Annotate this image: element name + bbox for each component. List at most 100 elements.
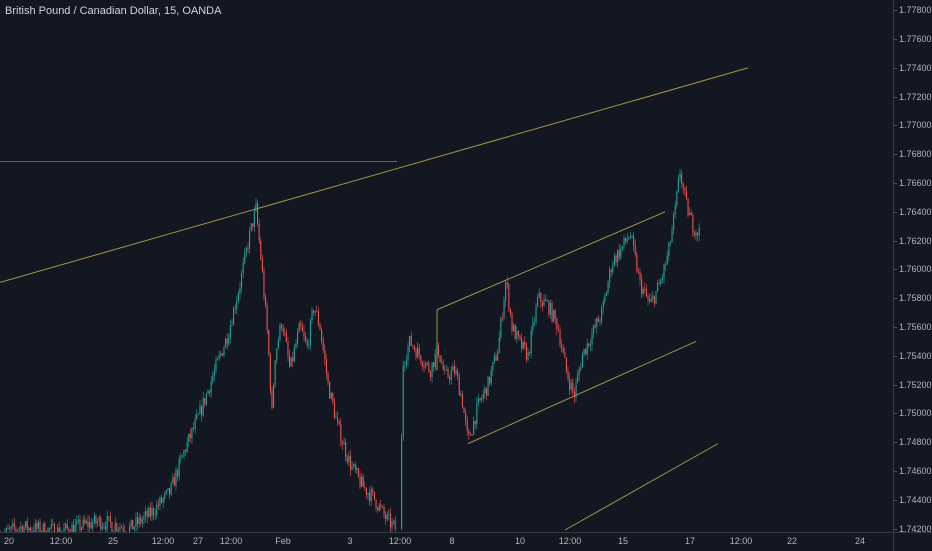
candle-body	[108, 516, 110, 517]
candle-body	[577, 374, 579, 383]
candle-body	[466, 420, 468, 431]
candle-body	[554, 310, 556, 319]
candle-body	[236, 301, 238, 310]
candle-body	[340, 424, 342, 444]
candle-body	[338, 420, 340, 425]
candle-body	[26, 521, 28, 531]
trendline[interactable]	[0, 67, 749, 283]
candle-body	[447, 369, 449, 378]
candle-body	[469, 434, 471, 436]
price-axis-label: 1.76000	[899, 264, 932, 275]
price-axis-tick	[894, 96, 897, 98]
candle-body	[391, 521, 393, 528]
candle-body	[269, 354, 271, 391]
time-axis[interactable]: 20 12:00 25 12:00 27 12:00 Feb 3 12:00 8 10 12:00 15…	[0, 532, 893, 551]
candle-body	[274, 360, 276, 386]
candle-body	[111, 522, 113, 532]
candle-body	[266, 305, 268, 331]
candle-body	[305, 336, 307, 342]
candle-body	[357, 468, 359, 477]
time-axis-label: 8	[449, 536, 455, 546]
candle-body	[137, 517, 139, 525]
candle-body	[623, 237, 625, 247]
candle-body	[87, 521, 89, 528]
price-axis-tick	[894, 67, 897, 69]
candle-body	[642, 289, 644, 295]
candle-body	[389, 513, 391, 528]
candle-body	[212, 376, 214, 382]
candle-body	[325, 359, 327, 374]
candle-body	[465, 412, 467, 421]
candle-body	[217, 358, 219, 361]
candle-body	[82, 519, 84, 528]
candle-body	[18, 528, 20, 531]
candle-body	[281, 324, 283, 328]
candle-body	[570, 382, 572, 390]
candle-body	[549, 302, 551, 315]
candle-body	[556, 318, 558, 330]
trendline[interactable]	[436, 211, 666, 311]
candle-body	[493, 355, 495, 362]
candle-body	[535, 306, 537, 322]
price-axis[interactable]: 1.77800 1.77600 1.77400 1.77200 1.77000 1.768…	[893, 0, 932, 534]
candle-body	[698, 228, 700, 236]
candle-body	[77, 519, 79, 522]
candle-body	[695, 232, 697, 236]
candle-body	[509, 308, 511, 314]
candle-body	[385, 514, 387, 520]
candle-body	[284, 332, 286, 334]
trendline[interactable]	[564, 443, 719, 531]
candle-body	[141, 519, 143, 524]
candle-body	[250, 223, 252, 231]
time-axis-label: 12:00	[558, 536, 582, 546]
candle-body	[289, 355, 291, 367]
candle-body	[665, 264, 667, 266]
price-axis-label: 1.77200	[899, 91, 932, 102]
candle-body	[132, 519, 134, 530]
candle-body	[561, 345, 563, 349]
candle-body	[545, 299, 547, 301]
candle-body	[58, 527, 60, 532]
candle-body	[167, 488, 169, 491]
price-axis-tick	[894, 413, 897, 415]
candle-body	[345, 442, 347, 457]
candle-body	[477, 398, 479, 404]
candle-body	[580, 367, 582, 370]
candle-body	[596, 318, 598, 328]
candle-body	[615, 256, 617, 263]
candle-body	[119, 527, 121, 530]
candle-body	[239, 287, 241, 294]
price-axis-tick	[894, 240, 897, 242]
candle-body	[668, 242, 670, 256]
candle-body	[215, 360, 217, 371]
candle-body	[293, 347, 295, 362]
candle-body	[511, 313, 513, 332]
candle-body	[394, 520, 396, 530]
candle-body	[490, 370, 492, 384]
time-axis-label: 12:00	[49, 536, 73, 546]
candle-body	[521, 338, 523, 349]
price-axis-tick	[894, 211, 897, 213]
candle-body	[106, 516, 108, 530]
price-axis-label: 1.74400	[899, 494, 932, 505]
candle-body	[393, 520, 395, 522]
candle-body	[191, 427, 193, 438]
price-axis-tick	[894, 183, 897, 185]
candle-body	[364, 487, 366, 488]
price-plot[interactable]	[0, 0, 893, 532]
candle-body	[516, 330, 518, 340]
candle-body	[426, 362, 428, 364]
candle-body	[693, 232, 695, 236]
price-axis-tick	[894, 384, 897, 386]
candle-body	[599, 321, 601, 322]
candle-body	[629, 236, 631, 238]
price-axis-tick	[894, 269, 897, 271]
candle-body	[585, 348, 587, 355]
candle-body	[151, 508, 153, 517]
trendline[interactable]	[467, 340, 697, 445]
price-axis-label: 1.74200	[899, 523, 932, 534]
candle-body	[322, 340, 324, 350]
candle-body	[53, 524, 55, 532]
candle-body	[173, 477, 175, 486]
